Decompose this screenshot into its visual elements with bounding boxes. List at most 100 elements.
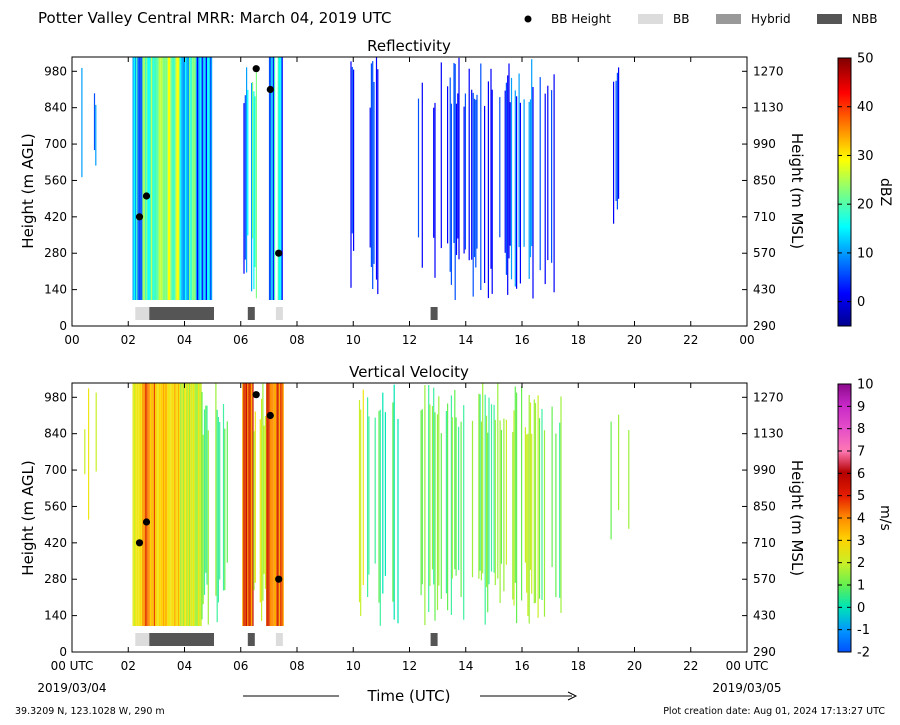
field-cell <box>277 57 279 300</box>
field-cell <box>206 405 208 585</box>
field-cell <box>273 383 275 626</box>
field-cell <box>174 383 176 626</box>
field-cell <box>160 383 162 626</box>
field-cell <box>165 57 167 300</box>
field-cell <box>460 421 462 597</box>
y-tick-label: 700 <box>44 463 67 477</box>
field-cell <box>528 101 530 279</box>
bb-height-point <box>275 249 283 257</box>
field-cell <box>180 57 182 300</box>
field-cell <box>377 69 379 295</box>
field-cell <box>208 57 210 300</box>
field-cell <box>146 57 148 300</box>
field-cell <box>369 107 371 248</box>
field-cell <box>267 383 269 626</box>
y-tick-right-label: 570 <box>753 572 776 586</box>
field-cell <box>169 383 171 626</box>
y-tick-right-label: 710 <box>753 210 776 224</box>
field-cell <box>251 82 253 292</box>
field-cell <box>553 74 555 293</box>
field-cell <box>434 412 436 621</box>
field-cell <box>205 405 207 573</box>
field-cell <box>504 90 506 253</box>
field-cell <box>133 383 135 626</box>
field-cell <box>618 414 620 511</box>
field-cell <box>202 434 204 605</box>
field-cell <box>493 404 495 573</box>
field-cell <box>207 57 209 300</box>
colorbar-tick-label: 10 <box>857 246 874 261</box>
field-cell <box>449 77 451 272</box>
y-tick-label: 0 <box>59 645 67 659</box>
field-cell <box>202 57 204 300</box>
field-cell <box>431 406 434 570</box>
field-cell <box>447 403 449 611</box>
field-cell <box>148 383 150 626</box>
field-cell <box>350 61 352 288</box>
field-cell <box>138 57 141 300</box>
field-cell <box>370 63 372 268</box>
y-tick-right-label: 1270 <box>753 390 784 404</box>
field-cell <box>95 392 97 472</box>
colorbar-tick-label: 30 <box>857 149 874 164</box>
field-cell <box>490 404 493 572</box>
field-cell <box>529 402 532 570</box>
field-cell <box>512 431 514 600</box>
field-cell <box>177 57 180 300</box>
field-cell <box>440 433 442 599</box>
reflectivity-panel: Reflectivity 00 02 04 06 08 10 12 14 16 18 20 22 000… <box>19 37 893 347</box>
field-cell <box>148 57 150 300</box>
field-cell <box>471 420 474 578</box>
field-cell <box>475 99 477 268</box>
vertical-velocity-bb-height-points <box>135 391 283 583</box>
field-cell <box>93 93 96 151</box>
bb-height-point <box>266 411 274 420</box>
colorbar-tick-label: 0 <box>857 295 865 310</box>
field-cell <box>167 57 170 300</box>
field-cell <box>171 383 173 626</box>
field-cell <box>523 99 525 247</box>
field-cell <box>454 389 456 570</box>
field-cell <box>274 383 277 626</box>
field-cell <box>216 409 218 623</box>
end-date-label: 2019/03/05 <box>712 681 781 695</box>
field-cell <box>255 72 257 299</box>
field-cell <box>165 383 167 626</box>
field-cell <box>543 430 546 617</box>
field-cell <box>433 387 435 585</box>
field-cell <box>144 383 147 626</box>
vertical-velocity-title: Vertical Velocity <box>349 363 469 381</box>
field-cell <box>182 383 184 626</box>
bb-type-segment-bb <box>135 307 150 320</box>
field-cell <box>186 57 188 300</box>
colorbar-tick-label: 6 <box>857 467 865 482</box>
field-cell <box>166 57 168 300</box>
colorbar-tick-label: -1 <box>857 623 870 638</box>
field-cell <box>142 383 144 626</box>
y-tick-right-label: 990 <box>753 463 776 477</box>
field-cell <box>531 59 533 247</box>
field-cell <box>152 57 154 300</box>
field-cell <box>271 383 273 626</box>
field-cell <box>189 383 191 626</box>
field-cell <box>458 426 460 571</box>
field-cell <box>158 383 161 626</box>
legend-bb-label: BB <box>673 12 689 26</box>
field-cell <box>480 421 482 581</box>
field-cell <box>384 412 386 576</box>
field-cell <box>176 57 178 300</box>
x-tick-label: 22 <box>683 659 698 673</box>
field-cell <box>458 57 460 260</box>
field-cell <box>136 383 138 626</box>
field-cell <box>610 421 612 540</box>
colorbar-tick-label: 2 <box>857 556 865 571</box>
reflectivity-colorbar <box>837 57 852 327</box>
field-cell <box>192 57 195 300</box>
y-tick-label: 560 <box>44 499 67 513</box>
field-cell <box>494 419 496 586</box>
bb-height-point <box>252 65 260 73</box>
legend-nbb-label: NBB <box>852 12 877 26</box>
field-cell <box>491 89 493 294</box>
field-cell <box>204 57 206 300</box>
field-cell <box>149 383 152 626</box>
